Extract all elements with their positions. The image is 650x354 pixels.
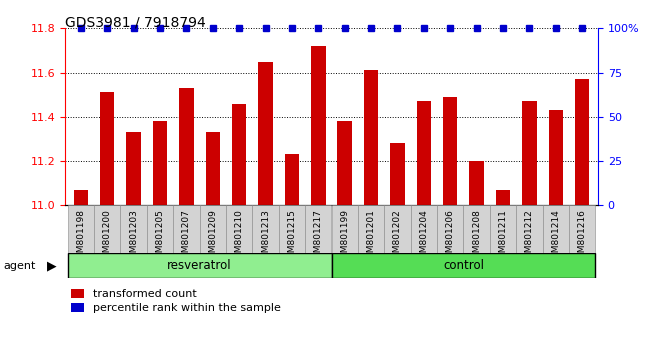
Bar <box>384 205 411 253</box>
Bar <box>94 205 120 253</box>
Text: GSM801209: GSM801209 <box>208 209 217 264</box>
Text: GSM801205: GSM801205 <box>155 209 164 264</box>
Bar <box>232 103 246 205</box>
Text: GSM801212: GSM801212 <box>525 209 534 264</box>
Text: GSM801207: GSM801207 <box>182 209 191 264</box>
Bar <box>337 121 352 205</box>
Text: control: control <box>443 259 484 272</box>
Bar <box>358 205 384 253</box>
Bar <box>469 161 484 205</box>
Text: GSM801208: GSM801208 <box>472 209 481 264</box>
Text: GSM801201: GSM801201 <box>367 209 376 264</box>
Bar <box>390 143 405 205</box>
Bar <box>258 62 273 205</box>
Bar <box>364 70 378 205</box>
Bar <box>120 205 147 253</box>
Text: GSM801204: GSM801204 <box>419 209 428 264</box>
Bar <box>575 79 590 205</box>
Bar <box>496 190 510 205</box>
Bar <box>100 92 114 205</box>
Text: GSM801216: GSM801216 <box>578 209 587 264</box>
Bar <box>463 205 490 253</box>
Text: agent: agent <box>3 261 36 271</box>
Text: GSM801199: GSM801199 <box>340 209 349 264</box>
Bar <box>417 101 431 205</box>
Text: GSM801206: GSM801206 <box>446 209 455 264</box>
Bar <box>68 205 94 253</box>
Bar <box>153 121 167 205</box>
Text: GSM801213: GSM801213 <box>261 209 270 264</box>
Text: ▶: ▶ <box>47 260 57 273</box>
Text: GSM801217: GSM801217 <box>314 209 323 264</box>
Text: GSM801211: GSM801211 <box>499 209 508 264</box>
Text: GDS3981 / 7918794: GDS3981 / 7918794 <box>65 16 206 30</box>
Bar <box>252 205 279 253</box>
Bar <box>285 154 299 205</box>
Bar <box>73 190 88 205</box>
Bar <box>443 97 458 205</box>
Bar <box>173 205 200 253</box>
Bar <box>332 205 358 253</box>
Bar <box>226 205 252 253</box>
Bar <box>147 205 173 253</box>
Text: GSM801200: GSM801200 <box>103 209 112 264</box>
Legend: transformed count, percentile rank within the sample: transformed count, percentile rank withi… <box>71 289 281 313</box>
Text: GSM801202: GSM801202 <box>393 209 402 264</box>
Bar <box>516 205 543 253</box>
Bar <box>305 205 332 253</box>
Bar <box>490 205 516 253</box>
Bar <box>549 110 563 205</box>
Bar <box>179 88 194 205</box>
Bar <box>411 205 437 253</box>
Bar <box>200 205 226 253</box>
Text: GSM801210: GSM801210 <box>235 209 244 264</box>
Bar <box>279 205 305 253</box>
Text: GSM801214: GSM801214 <box>551 209 560 264</box>
Bar <box>311 46 326 205</box>
Text: GSM801198: GSM801198 <box>76 209 85 264</box>
Text: resveratrol: resveratrol <box>167 259 232 272</box>
Bar <box>522 101 537 205</box>
Bar <box>205 132 220 205</box>
Bar <box>68 253 332 278</box>
Bar <box>543 205 569 253</box>
Text: GSM801215: GSM801215 <box>287 209 296 264</box>
Text: GSM801203: GSM801203 <box>129 209 138 264</box>
Bar <box>569 205 595 253</box>
Bar <box>332 253 595 278</box>
Bar <box>437 205 463 253</box>
Bar <box>126 132 141 205</box>
